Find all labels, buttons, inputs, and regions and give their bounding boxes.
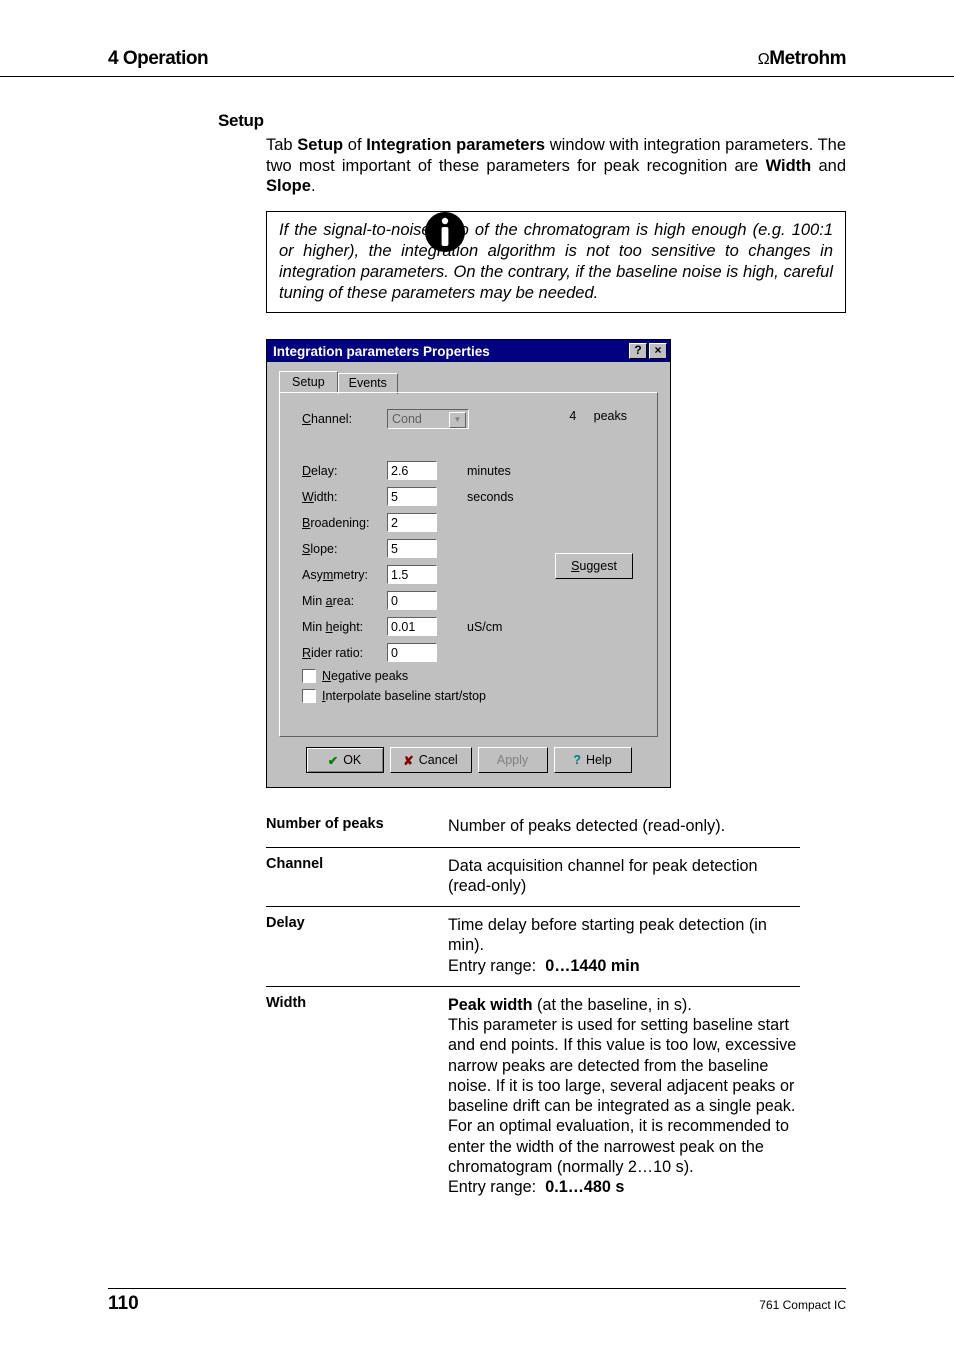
param-desc: Peak width (at the baseline, in s).This …: [448, 995, 800, 1198]
param-label: Width: [266, 995, 438, 1011]
param-desc: Time delay before starting peak detectio…: [448, 915, 800, 976]
form-row: Delay: minutes: [302, 461, 643, 480]
page-number: 110: [108, 1293, 139, 1315]
field-input[interactable]: [387, 617, 437, 636]
field-unit: uS/cm: [467, 620, 502, 634]
param-label: Delay: [266, 915, 438, 931]
param-label: Number of peaks: [266, 816, 438, 832]
dialog-button-bar: ✔OK ✘Cancel Apply ?Help: [267, 747, 670, 787]
tab-panel: 4 peaks Channel: Cond Delay: minutes Width…: [279, 392, 658, 737]
interpolate-checkbox[interactable]: [302, 689, 316, 703]
titlebar-help-button[interactable]: ?: [629, 343, 647, 359]
field-label: Rider ratio:: [302, 646, 387, 660]
x-icon: ✘: [403, 753, 413, 768]
field-input[interactable]: [387, 487, 437, 506]
cancel-button[interactable]: ✘Cancel: [390, 747, 472, 773]
header-brand: ΩMetrohm: [758, 48, 846, 70]
dialog-title: Integration parameters Properties: [273, 344, 490, 359]
titlebar-close-button[interactable]: ×: [649, 343, 667, 359]
dialog-titlebar: Integration parameters Properties ? ×: [267, 340, 670, 362]
channel-select[interactable]: Cond: [387, 409, 469, 429]
tab-events[interactable]: Events: [338, 373, 398, 394]
form-row: Rider ratio:: [302, 643, 643, 662]
metrohm-logo-icon: Ω: [758, 51, 769, 68]
form-row: Min height: uS/cm: [302, 617, 643, 636]
field-label: Delay:: [302, 464, 387, 478]
field-label: Min height:: [302, 620, 387, 634]
negative-peaks-label: Negative peaks: [322, 669, 408, 683]
suggest-button[interactable]: Suggest: [555, 553, 633, 579]
field-label: Asymmetry:: [302, 568, 387, 582]
form-row: Min area:: [302, 591, 643, 610]
table-row: Delay Time delay before starting peak de…: [266, 906, 800, 986]
channel-label: Channel:: [302, 412, 387, 426]
field-label: Broadening:: [302, 516, 387, 530]
field-input[interactable]: [387, 461, 437, 480]
peaks-readout: 4 peaks: [569, 409, 627, 423]
question-icon: ?: [573, 753, 581, 767]
field-label: Min area:: [302, 594, 387, 608]
interpolate-row: Interpolate baseline start/stop: [302, 689, 643, 703]
form-row: Width: seconds: [302, 487, 643, 506]
tab-setup[interactable]: Setup: [279, 371, 338, 392]
header-chapter: 4 Operation: [108, 48, 208, 70]
field-input[interactable]: [387, 539, 437, 558]
parameter-table: Number of peaks Number of peaks detected…: [266, 812, 800, 1207]
tab-bar: Setup Events: [279, 371, 670, 392]
setup-heading: Setup: [218, 111, 846, 131]
table-row: Number of peaks Number of peaks detected…: [266, 812, 800, 846]
table-row: Width Peak width (at the baseline, in s)…: [266, 986, 800, 1208]
field-input[interactable]: [387, 513, 437, 532]
dialog-screenshot: Integration parameters Properties ? × Se…: [266, 339, 671, 788]
field-input[interactable]: [387, 565, 437, 584]
field-unit: seconds: [467, 490, 514, 504]
apply-button[interactable]: Apply: [478, 747, 548, 773]
footer-text: 761 Compact IC: [759, 1298, 846, 1312]
setup-intro: Tab Setup of Integration parameters wind…: [266, 135, 846, 197]
param-desc: Number of peaks detected (read-only).: [448, 816, 800, 836]
field-label: Width:: [302, 490, 387, 504]
page-header: 4 Operation ΩMetrohm: [0, 0, 954, 77]
negative-peaks-row: Negative peaks: [302, 669, 643, 683]
negative-peaks-checkbox[interactable]: [302, 669, 316, 683]
interpolate-label: Interpolate baseline start/stop: [322, 689, 486, 703]
field-input[interactable]: [387, 643, 437, 662]
param-desc: Data acquisition channel for peak detect…: [448, 856, 800, 897]
check-icon: ✔: [328, 753, 338, 768]
field-label: Slope:: [302, 542, 387, 556]
info-icon: [420, 211, 470, 253]
param-label: Channel: [266, 856, 438, 872]
form-row: Broadening:: [302, 513, 643, 532]
field-unit: minutes: [467, 464, 511, 478]
footer-rule: [108, 1288, 846, 1289]
help-button[interactable]: ?Help: [554, 747, 632, 773]
info-note-box: If the signal-to-noise ratio of the chro…: [266, 211, 846, 313]
field-input[interactable]: [387, 591, 437, 610]
ok-button[interactable]: ✔OK: [306, 747, 384, 773]
page-footer: 110 761 Compact IC: [0, 1293, 954, 1315]
table-row: Channel Data acquisition channel for pea…: [266, 847, 800, 907]
